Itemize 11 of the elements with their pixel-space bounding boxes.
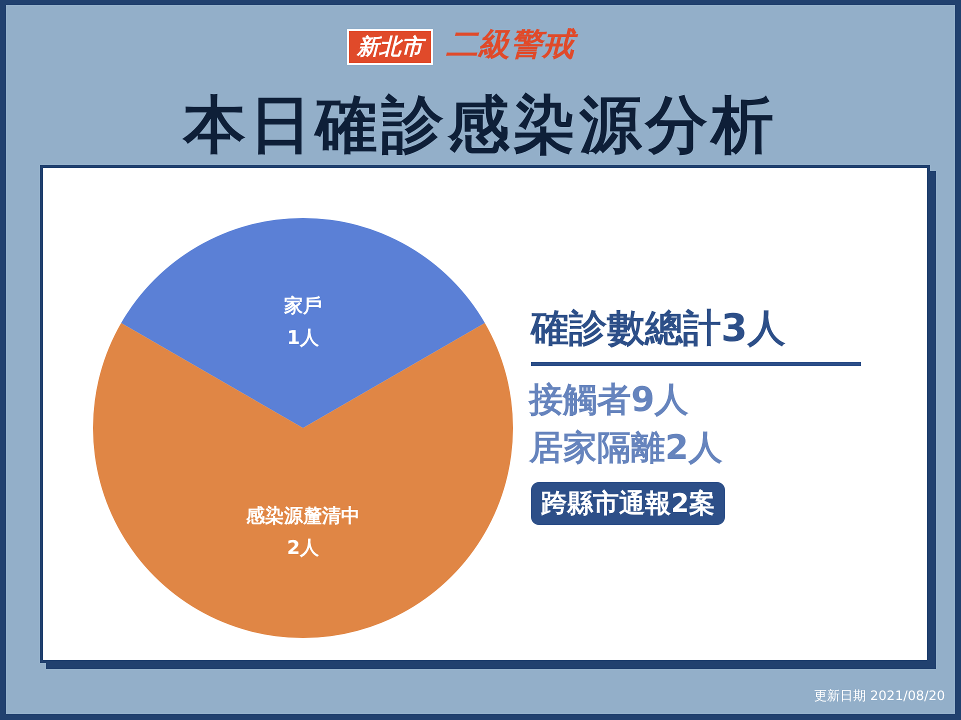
text: 跨縣市通報2案 — [531, 482, 726, 525]
slice-label: 家戶 — [283, 294, 322, 317]
text: 更新日期 2021/08/20 — [814, 688, 946, 705]
slice-label: 感染源釐清中 — [245, 504, 360, 527]
data-label: 2人 — [286, 536, 320, 559]
data-label: 1人 — [286, 326, 320, 349]
text: 新北市 — [347, 29, 433, 65]
text: 居家隔離2人 — [529, 427, 723, 470]
text: 接觸者9人 — [529, 379, 689, 422]
chart-title: 本日確診感染源分析 — [182, 87, 778, 163]
text: 確診數總計3人 — [531, 303, 861, 366]
